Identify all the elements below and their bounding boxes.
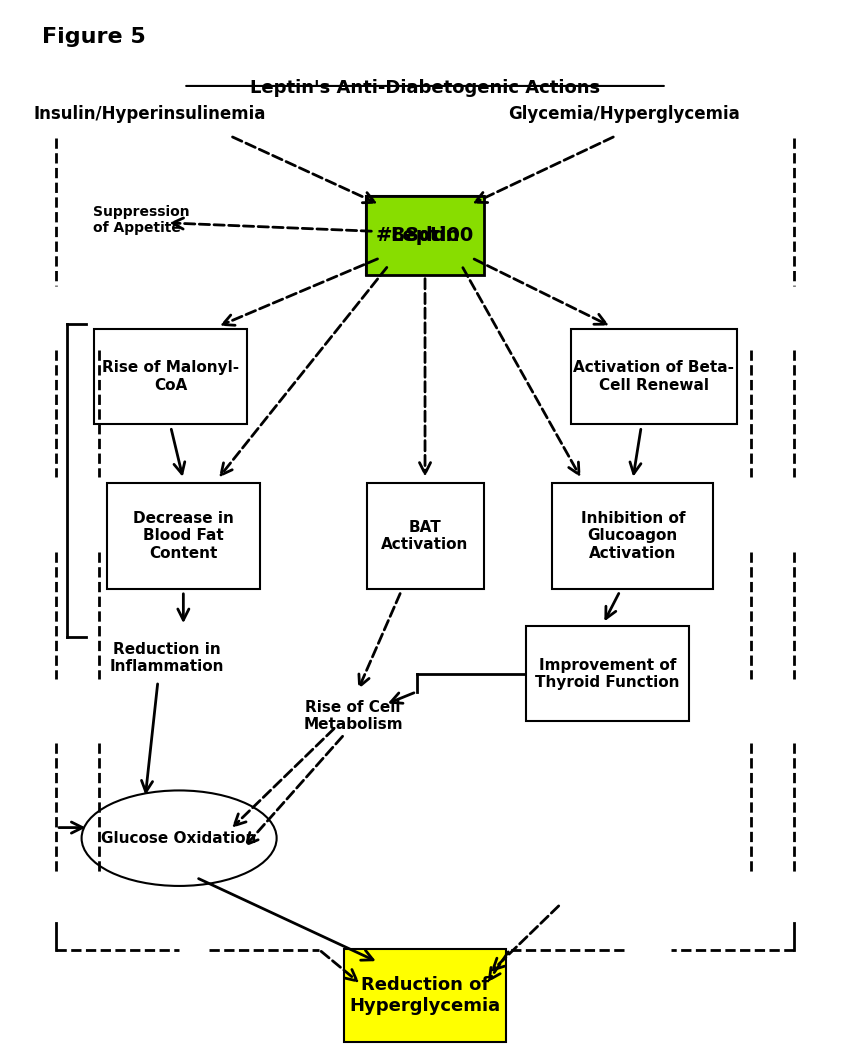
Text: Glucose Oxidation: Glucose Oxidation (101, 831, 256, 846)
Text: Reduction in
Inflammation: Reduction in Inflammation (110, 642, 223, 674)
Text: Glycemia/Hyperglycemia: Glycemia/Hyperglycemia (509, 105, 740, 122)
Text: Improvement of
Thyroid Function: Improvement of Thyroid Function (535, 658, 679, 690)
FancyBboxPatch shape (526, 626, 689, 721)
Text: #88dd00: #88dd00 (376, 226, 474, 245)
Text: Rise of Malonyl-
CoA: Rise of Malonyl- CoA (102, 361, 239, 393)
Text: Leptin's Anti-Diabetogenic Actions: Leptin's Anti-Diabetogenic Actions (250, 79, 600, 97)
Ellipse shape (82, 790, 277, 886)
FancyBboxPatch shape (107, 483, 260, 589)
FancyBboxPatch shape (552, 483, 713, 589)
FancyBboxPatch shape (345, 949, 505, 1042)
FancyBboxPatch shape (94, 329, 247, 424)
Text: Decrease in
Blood Fat
Content: Decrease in Blood Fat Content (133, 511, 233, 560)
Text: Activation of Beta-
Cell Renewal: Activation of Beta- Cell Renewal (573, 361, 734, 393)
Text: Reduction of
Hyperglycemia: Reduction of Hyperglycemia (350, 976, 501, 1014)
Text: Rise of Cell
Metabolism: Rise of Cell Metabolism (303, 700, 402, 732)
FancyBboxPatch shape (366, 195, 485, 275)
Text: Leptin: Leptin (391, 226, 460, 245)
FancyBboxPatch shape (571, 329, 737, 424)
Text: Inhibition of
Glucoagon
Activation: Inhibition of Glucoagon Activation (581, 511, 685, 560)
Text: Figure 5: Figure 5 (42, 27, 145, 47)
Text: Insulin/Hyperinsulinemia: Insulin/Hyperinsulinemia (33, 105, 266, 122)
FancyBboxPatch shape (367, 483, 484, 589)
FancyBboxPatch shape (366, 195, 485, 275)
Text: Suppression
of Appetite: Suppression of Appetite (93, 205, 189, 234)
Text: BAT
Activation: BAT Activation (381, 520, 469, 552)
